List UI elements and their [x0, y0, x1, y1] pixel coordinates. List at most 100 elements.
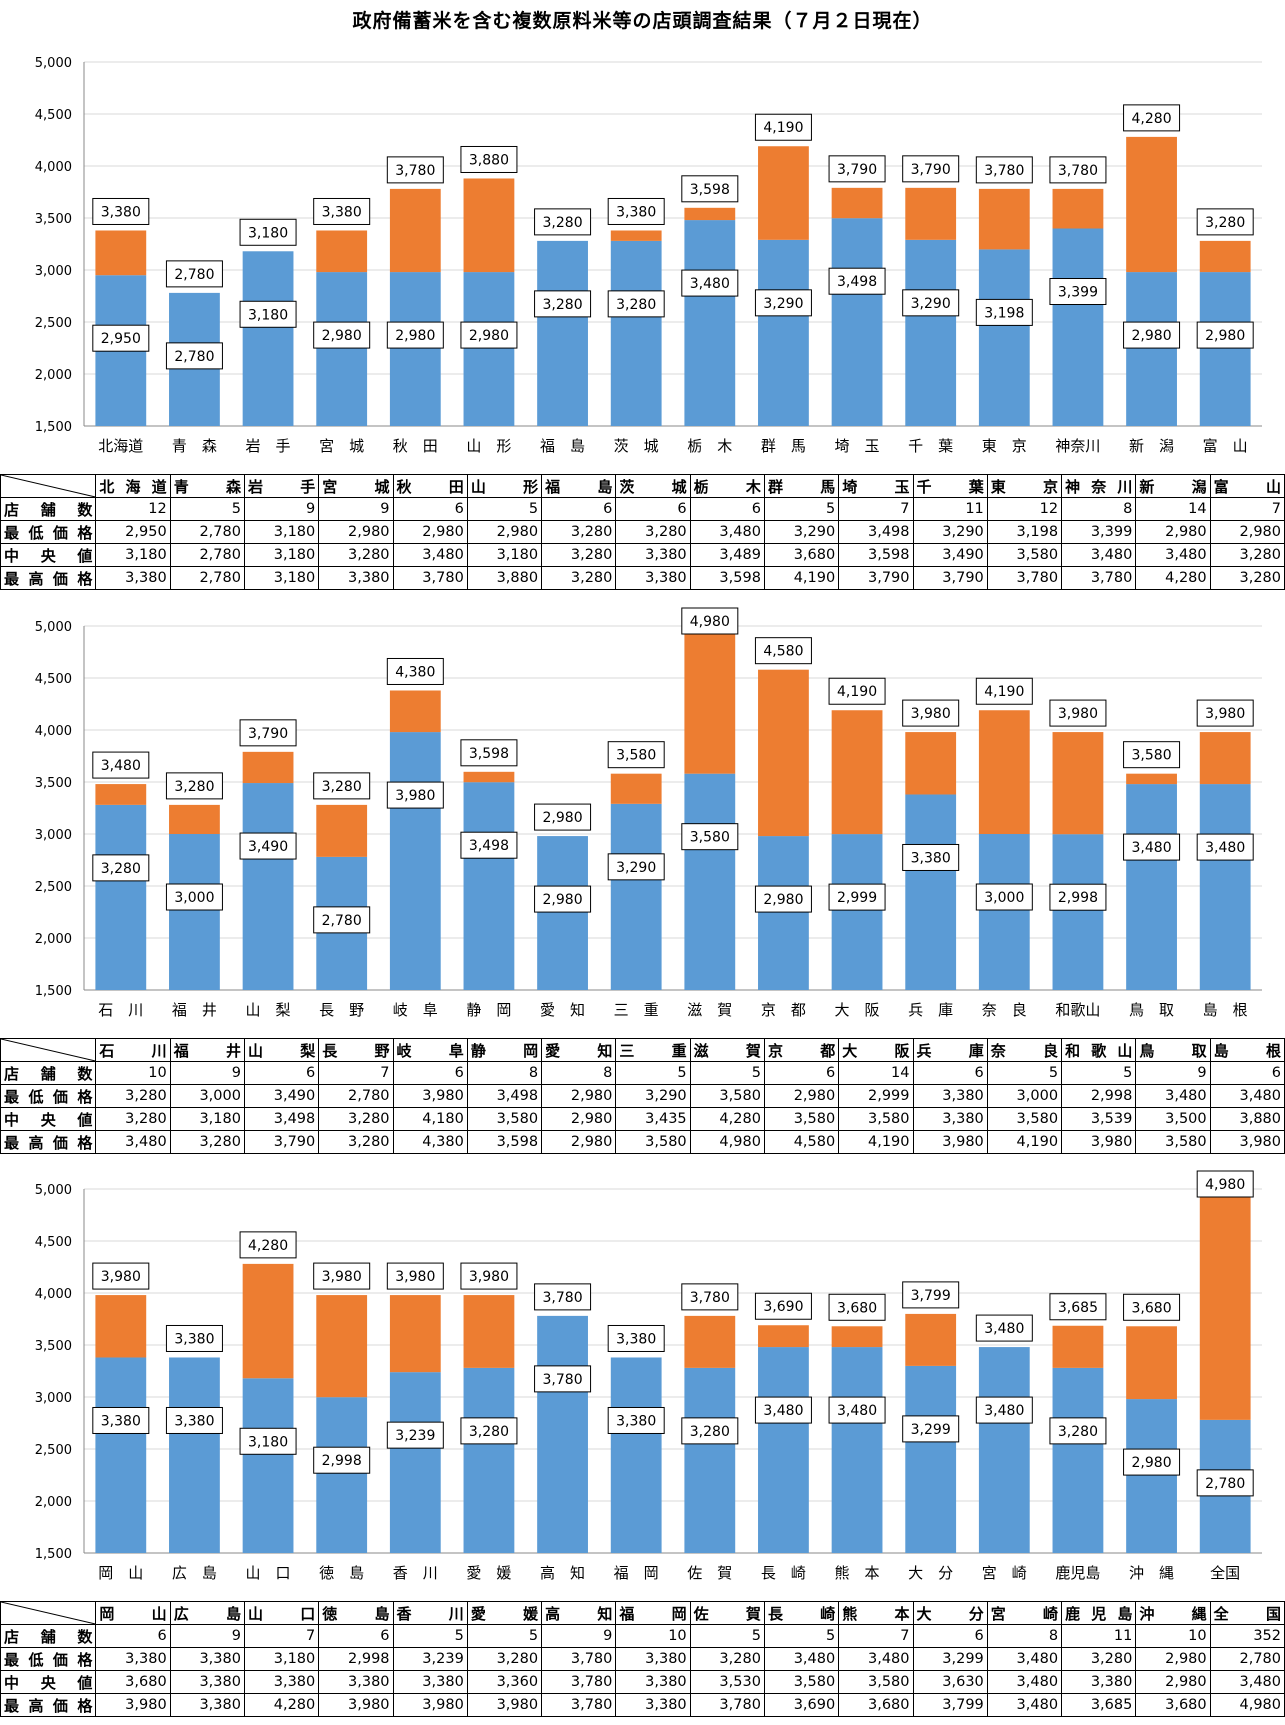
x-category-label: 三 重 [614, 1001, 659, 1019]
min-label-box [165, 1406, 223, 1434]
bar-min [978, 249, 1030, 426]
max-label-box [460, 145, 518, 173]
max-data-label: 3,380 [616, 204, 656, 220]
min-label-box [607, 853, 665, 881]
min-label-box [1123, 833, 1181, 861]
min-label-box [1123, 1448, 1181, 1476]
table-cell: 3,580 [466, 1107, 543, 1131]
table-cell: 7 [1209, 497, 1285, 521]
max-label-box [828, 155, 886, 183]
table-cell: 3,498 [838, 520, 914, 544]
min-label-box [1049, 1417, 1107, 1445]
min-label-box [975, 883, 1033, 911]
table-cell: 2,980 [1135, 1647, 1211, 1671]
table-cell: 2,980 [318, 520, 394, 544]
table-cell: 6 [763, 1061, 840, 1085]
bar-min [1126, 1399, 1177, 1553]
bar-range [242, 751, 294, 784]
table-cell: 3,380 [615, 1670, 691, 1694]
max-data-label: 4,190 [763, 120, 803, 136]
min-label-box [92, 854, 150, 882]
table-cell: 6 [243, 1061, 320, 1085]
table-cell: 3,790 [243, 1130, 320, 1154]
bar-range [831, 187, 883, 219]
min-data-label: 3,280 [690, 1424, 730, 1440]
bar-min [242, 783, 294, 990]
bar-range [905, 1313, 957, 1366]
table-cell: 3,980 [1209, 1130, 1285, 1154]
table-cell: 6 [541, 497, 617, 521]
min-label-box [828, 267, 886, 295]
x-category-label: 新 潟 [1129, 437, 1174, 455]
min-label-box [534, 290, 592, 318]
min-label-box [607, 1406, 665, 1434]
table-column-header: 三 重 [615, 1038, 691, 1062]
table-cell: 14 [838, 1061, 914, 1085]
table-cell: 7 [838, 497, 914, 521]
table-column-header: 大 阪 [838, 1038, 914, 1062]
max-data-label: 3,380 [322, 204, 362, 220]
table-cell: 3,490 [912, 543, 988, 567]
max-data-label: 3,480 [101, 758, 141, 774]
max-label-box [165, 772, 223, 800]
table-cell: 3,280 [466, 1647, 543, 1671]
table-cell: 10 [95, 1061, 171, 1085]
table-cell: 3,685 [1061, 1693, 1137, 1717]
x-category-label: 秋 田 [393, 437, 438, 455]
min-label-box [460, 831, 518, 859]
table-row: 中央値 3,180 2,780 3,180 3,280 3,480 3,180 3,280 3,… [0, 543, 1285, 567]
table-column-header: 新 潟 [1135, 474, 1211, 498]
table-cell: 3,580 [689, 1084, 765, 1108]
table-cell: 6 [615, 497, 691, 521]
x-category-label: 福 井 [172, 1001, 217, 1019]
max-label-box [239, 1231, 297, 1259]
min-data-label: 3,490 [248, 839, 288, 855]
table-column-header: 福 島 [541, 474, 617, 498]
min-data-label: 3,480 [1132, 840, 1172, 856]
table-column-header: 秋 田 [392, 474, 468, 498]
bar-range [463, 178, 515, 273]
x-category-label: 山 口 [246, 1564, 291, 1582]
x-category-label: 富 山 [1203, 437, 1248, 455]
max-label-box [239, 218, 297, 246]
bar-min [95, 804, 147, 990]
min-data-label: 2,980 [469, 328, 509, 344]
table-cell: 9 [243, 497, 320, 521]
max-label-box [92, 197, 150, 225]
max-data-label: 3,580 [1132, 748, 1172, 764]
max-label-box [1049, 1293, 1107, 1321]
table-column-header: 高 知 [541, 1601, 617, 1625]
table-cell: 3,480 [1135, 543, 1211, 567]
table-cell: 3,480 [986, 1670, 1063, 1694]
max-data-label: 3,280 [543, 215, 583, 231]
min-data-label: 3,198 [984, 305, 1024, 321]
min-data-label: 3,780 [543, 1372, 583, 1388]
table-cell: 5 [466, 497, 543, 521]
table-cell: 2,780 [318, 1084, 394, 1108]
table-cell: 4,980 [689, 1130, 765, 1154]
bar-range [758, 146, 809, 240]
table-cell: 3,380 [318, 566, 394, 590]
max-data-label: 3,680 [837, 1300, 877, 1316]
table-cell: 6 [689, 497, 765, 521]
bar-range [1199, 240, 1251, 273]
table-cell: 3,980 [466, 1693, 543, 1717]
table-cell: 3,000 [986, 1084, 1063, 1108]
x-category-label: 宮 崎 [982, 1564, 1027, 1582]
bar-min [758, 1347, 809, 1553]
min-label-box [386, 1421, 444, 1449]
max-data-label: 4,980 [690, 614, 730, 630]
table-column-header: 宮 崎 [986, 1601, 1063, 1625]
table-cell: 3,380 [392, 1670, 468, 1694]
table-column-header: 京 都 [763, 1038, 840, 1062]
y-tick-label: 1,500 [35, 984, 72, 999]
max-data-label: 3,380 [101, 204, 141, 220]
table-corner-cell [0, 1601, 97, 1625]
bar-range [1052, 188, 1104, 229]
y-tick-label: 2,500 [35, 880, 72, 895]
min-label-box [239, 300, 297, 328]
max-data-label: 4,280 [1132, 111, 1172, 127]
table-row-label: 中央値 [0, 1107, 97, 1131]
table-cell: 3,580 [763, 1107, 840, 1131]
bar-range [610, 773, 662, 804]
